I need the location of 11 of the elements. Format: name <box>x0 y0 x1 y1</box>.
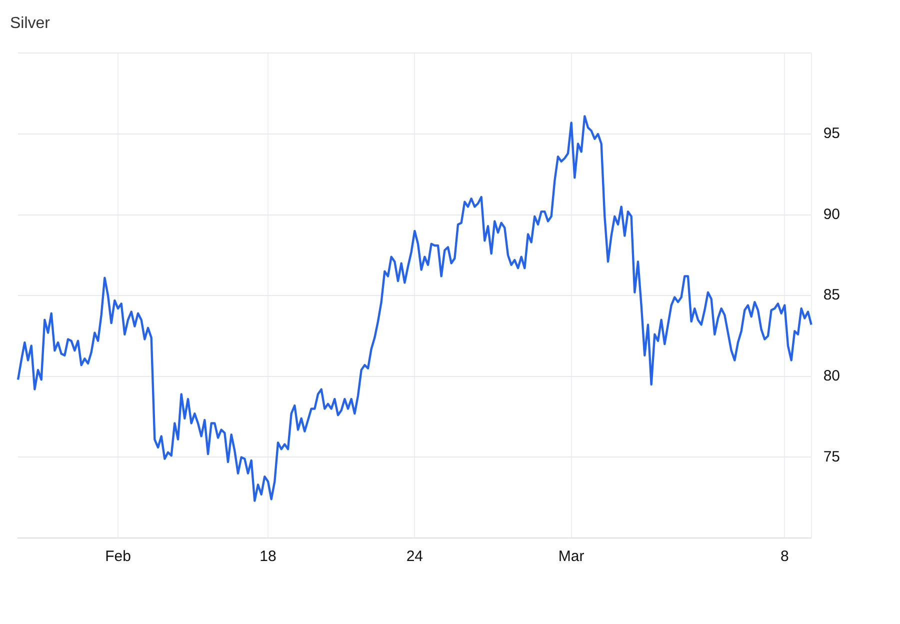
y-tick-label: 95 <box>823 125 840 142</box>
chart-title: Silver <box>10 15 51 32</box>
y-tick-label: 90 <box>823 206 840 223</box>
y-tick-label: 80 <box>823 368 840 385</box>
y-tick-label: 85 <box>823 286 840 304</box>
x-tick-label: 24 <box>406 548 423 566</box>
x-tick-label: 8 <box>780 548 789 566</box>
x-tick-label: Mar <box>558 548 584 566</box>
x-tick-label: Feb <box>105 548 131 566</box>
y-tick-label: 75 <box>823 448 840 466</box>
x-tick-label: 18 <box>260 548 276 566</box>
